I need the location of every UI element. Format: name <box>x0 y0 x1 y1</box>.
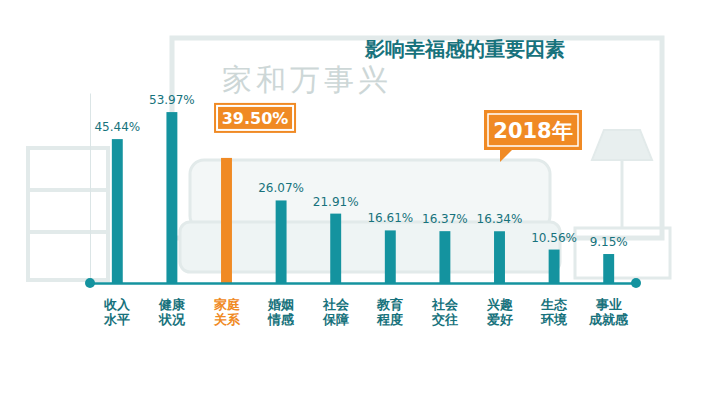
bar <box>385 230 396 283</box>
x-tick: 兴趣爱好 <box>486 283 513 327</box>
data-label: 10.56% <box>531 231 577 245</box>
window-frame <box>172 38 662 238</box>
bar <box>494 231 505 283</box>
baseline <box>91 282 637 285</box>
x-tick-label: 收入水平 <box>103 297 131 328</box>
shelf-board <box>28 230 108 234</box>
title: 影响幸福感的重要因素 <box>364 37 565 61</box>
x-tick-label: 健康状况 <box>158 297 186 328</box>
shelf-board <box>28 188 108 192</box>
x-tick-label: 教育程度 <box>376 297 403 328</box>
bar <box>549 250 560 283</box>
data-label: 39.50% <box>222 109 289 128</box>
year-badge: 2018年 <box>484 110 582 162</box>
x-tick-label: 事业成就感 <box>588 297 629 328</box>
label-badge <box>215 104 295 132</box>
x-tick: 婚姻情感 <box>267 283 295 327</box>
data-label: 53.97% <box>149 93 195 107</box>
data-label: 26.07% <box>258 181 304 195</box>
data-label: 16.34% <box>477 212 523 226</box>
x-tick: 生态环境 <box>540 283 568 327</box>
data-label: 45.44% <box>94 120 140 134</box>
data-label: 16.37% <box>422 212 468 226</box>
lamp-shade <box>592 130 652 160</box>
bar <box>439 231 450 283</box>
y-axis-line <box>90 94 91 284</box>
bar <box>166 112 177 283</box>
x-tick-label: 社会保障 <box>322 297 350 328</box>
side-table <box>575 228 670 278</box>
baseline-dot <box>631 278 641 288</box>
x-tick-label: 生态环境 <box>540 297 568 328</box>
year-label: 2018年 <box>493 119 572 143</box>
x-tick: 健康状况 <box>158 283 186 327</box>
bar <box>330 214 341 283</box>
sofa-back <box>190 160 550 230</box>
x-tick-label: 家庭关系 <box>213 297 241 328</box>
data-labels: 45.44% 53.97% 39.50% 26.07% 21.91% 16.61% 16.3… <box>94 93 627 249</box>
bar <box>221 158 232 283</box>
bar <box>276 200 287 283</box>
data-label: 21.91% <box>313 195 359 209</box>
x-tick: 收入水平 <box>103 283 131 327</box>
baseline-dot <box>85 278 95 288</box>
data-label: 16.61% <box>367 211 413 225</box>
bar <box>603 254 614 283</box>
x-axis: 收入水平健康状况家庭关系婚姻情感社会保障教育程度 社会交往兴趣爱好生态环境事业成就… <box>85 278 641 327</box>
chart: 家和万事兴影响幸福感的重要因素收入水平健康状况家庭关系婚姻情感社会保障教育程度 社… <box>0 0 718 398</box>
label-badge-fill <box>218 107 292 129</box>
x-tick: 家庭关系 <box>213 283 241 327</box>
y-axis <box>90 94 91 284</box>
bar <box>112 139 123 283</box>
x-tick: 社会交往 <box>431 283 459 327</box>
shelf <box>28 148 108 280</box>
x-tick-label: 兴趣爱好 <box>486 297 513 328</box>
x-tick: 社会保障 <box>322 283 350 327</box>
year-badge-inner <box>488 114 578 146</box>
year-badge-pointer <box>500 150 512 162</box>
x-tick: 教育程度 <box>376 283 403 327</box>
lamp-stand <box>621 160 624 228</box>
x-tick-label: 社会交往 <box>431 297 459 328</box>
watermark: 家和万事兴 <box>222 62 392 97</box>
data-label: 9.15% <box>590 235 628 249</box>
background-decoration <box>28 38 670 280</box>
x-tick: 事业成就感 <box>588 283 629 327</box>
x-tick-label: 婚姻情感 <box>267 297 295 328</box>
bars <box>112 112 614 283</box>
year-badge-box <box>484 110 582 150</box>
